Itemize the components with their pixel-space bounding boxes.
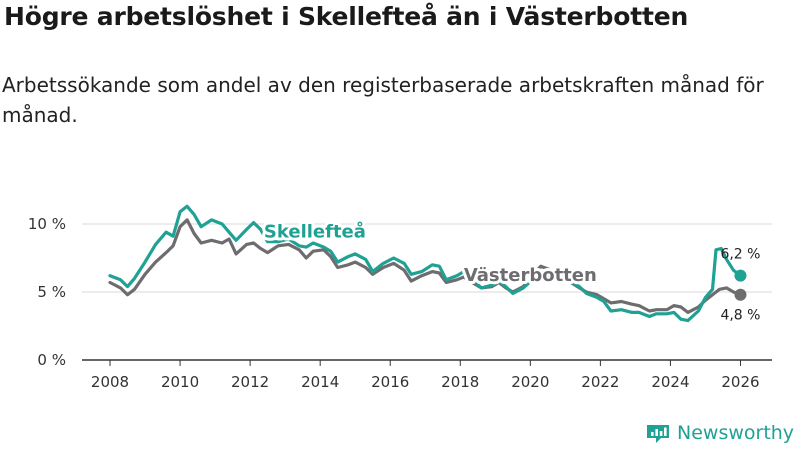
x-tick-label: 2020 [511,373,549,391]
end-point-vasterbotten [734,288,747,301]
x-tick-label: 2022 [581,373,619,391]
x-tick-label: 2018 [441,373,479,391]
y-tick-label: 5 % [37,283,66,301]
end-value-label: 4,8 % [720,308,760,324]
chart-subtitle: Arbetssökande som andel av den registerb… [2,73,764,127]
brand: Newsworthy [645,420,794,446]
end-point-skelleftea [734,269,747,282]
y-axis-ticks: 0 % 5 % 10 % [28,215,66,369]
x-tick-label: 2016 [371,373,409,391]
end-value-label: 6,2 % [720,247,760,263]
x-tick-label: 2010 [161,373,199,391]
brand-name: Newsworthy [677,422,795,444]
x-tick-label: 2024 [651,373,689,391]
series-label: Skellefteå [264,221,366,243]
grid-layer [82,223,772,361]
series-label-halo: Skellefteå [264,221,366,243]
series-label-halo: Västerbotten [464,265,597,286]
x-tick-label: 2014 [301,373,339,391]
series-label: Västerbotten [464,265,597,286]
newsworthy-logo-icon [647,425,669,443]
y-tick-label: 10 % [28,215,66,233]
y-tick-label: 0 % [37,351,66,369]
label-layer: 6,2 %4,8 %SkellefteåSkellefteåVästerbott… [261,218,761,324]
series-line-vasterbotten [108,218,743,314]
x-tick-label: 2026 [721,373,759,391]
x-tick-label: 2012 [231,373,269,391]
series-layer [108,204,743,323]
x-axis-ticks: 2008 2010 2012 2014 2016 2018 2020 2022 2024 2026 [91,360,760,391]
series-line-skelleftea [108,204,743,323]
chart-title: Högre arbetslöshet i Skellefteå än i Väs… [4,2,689,31]
x-tick-label: 2008 [91,373,129,391]
